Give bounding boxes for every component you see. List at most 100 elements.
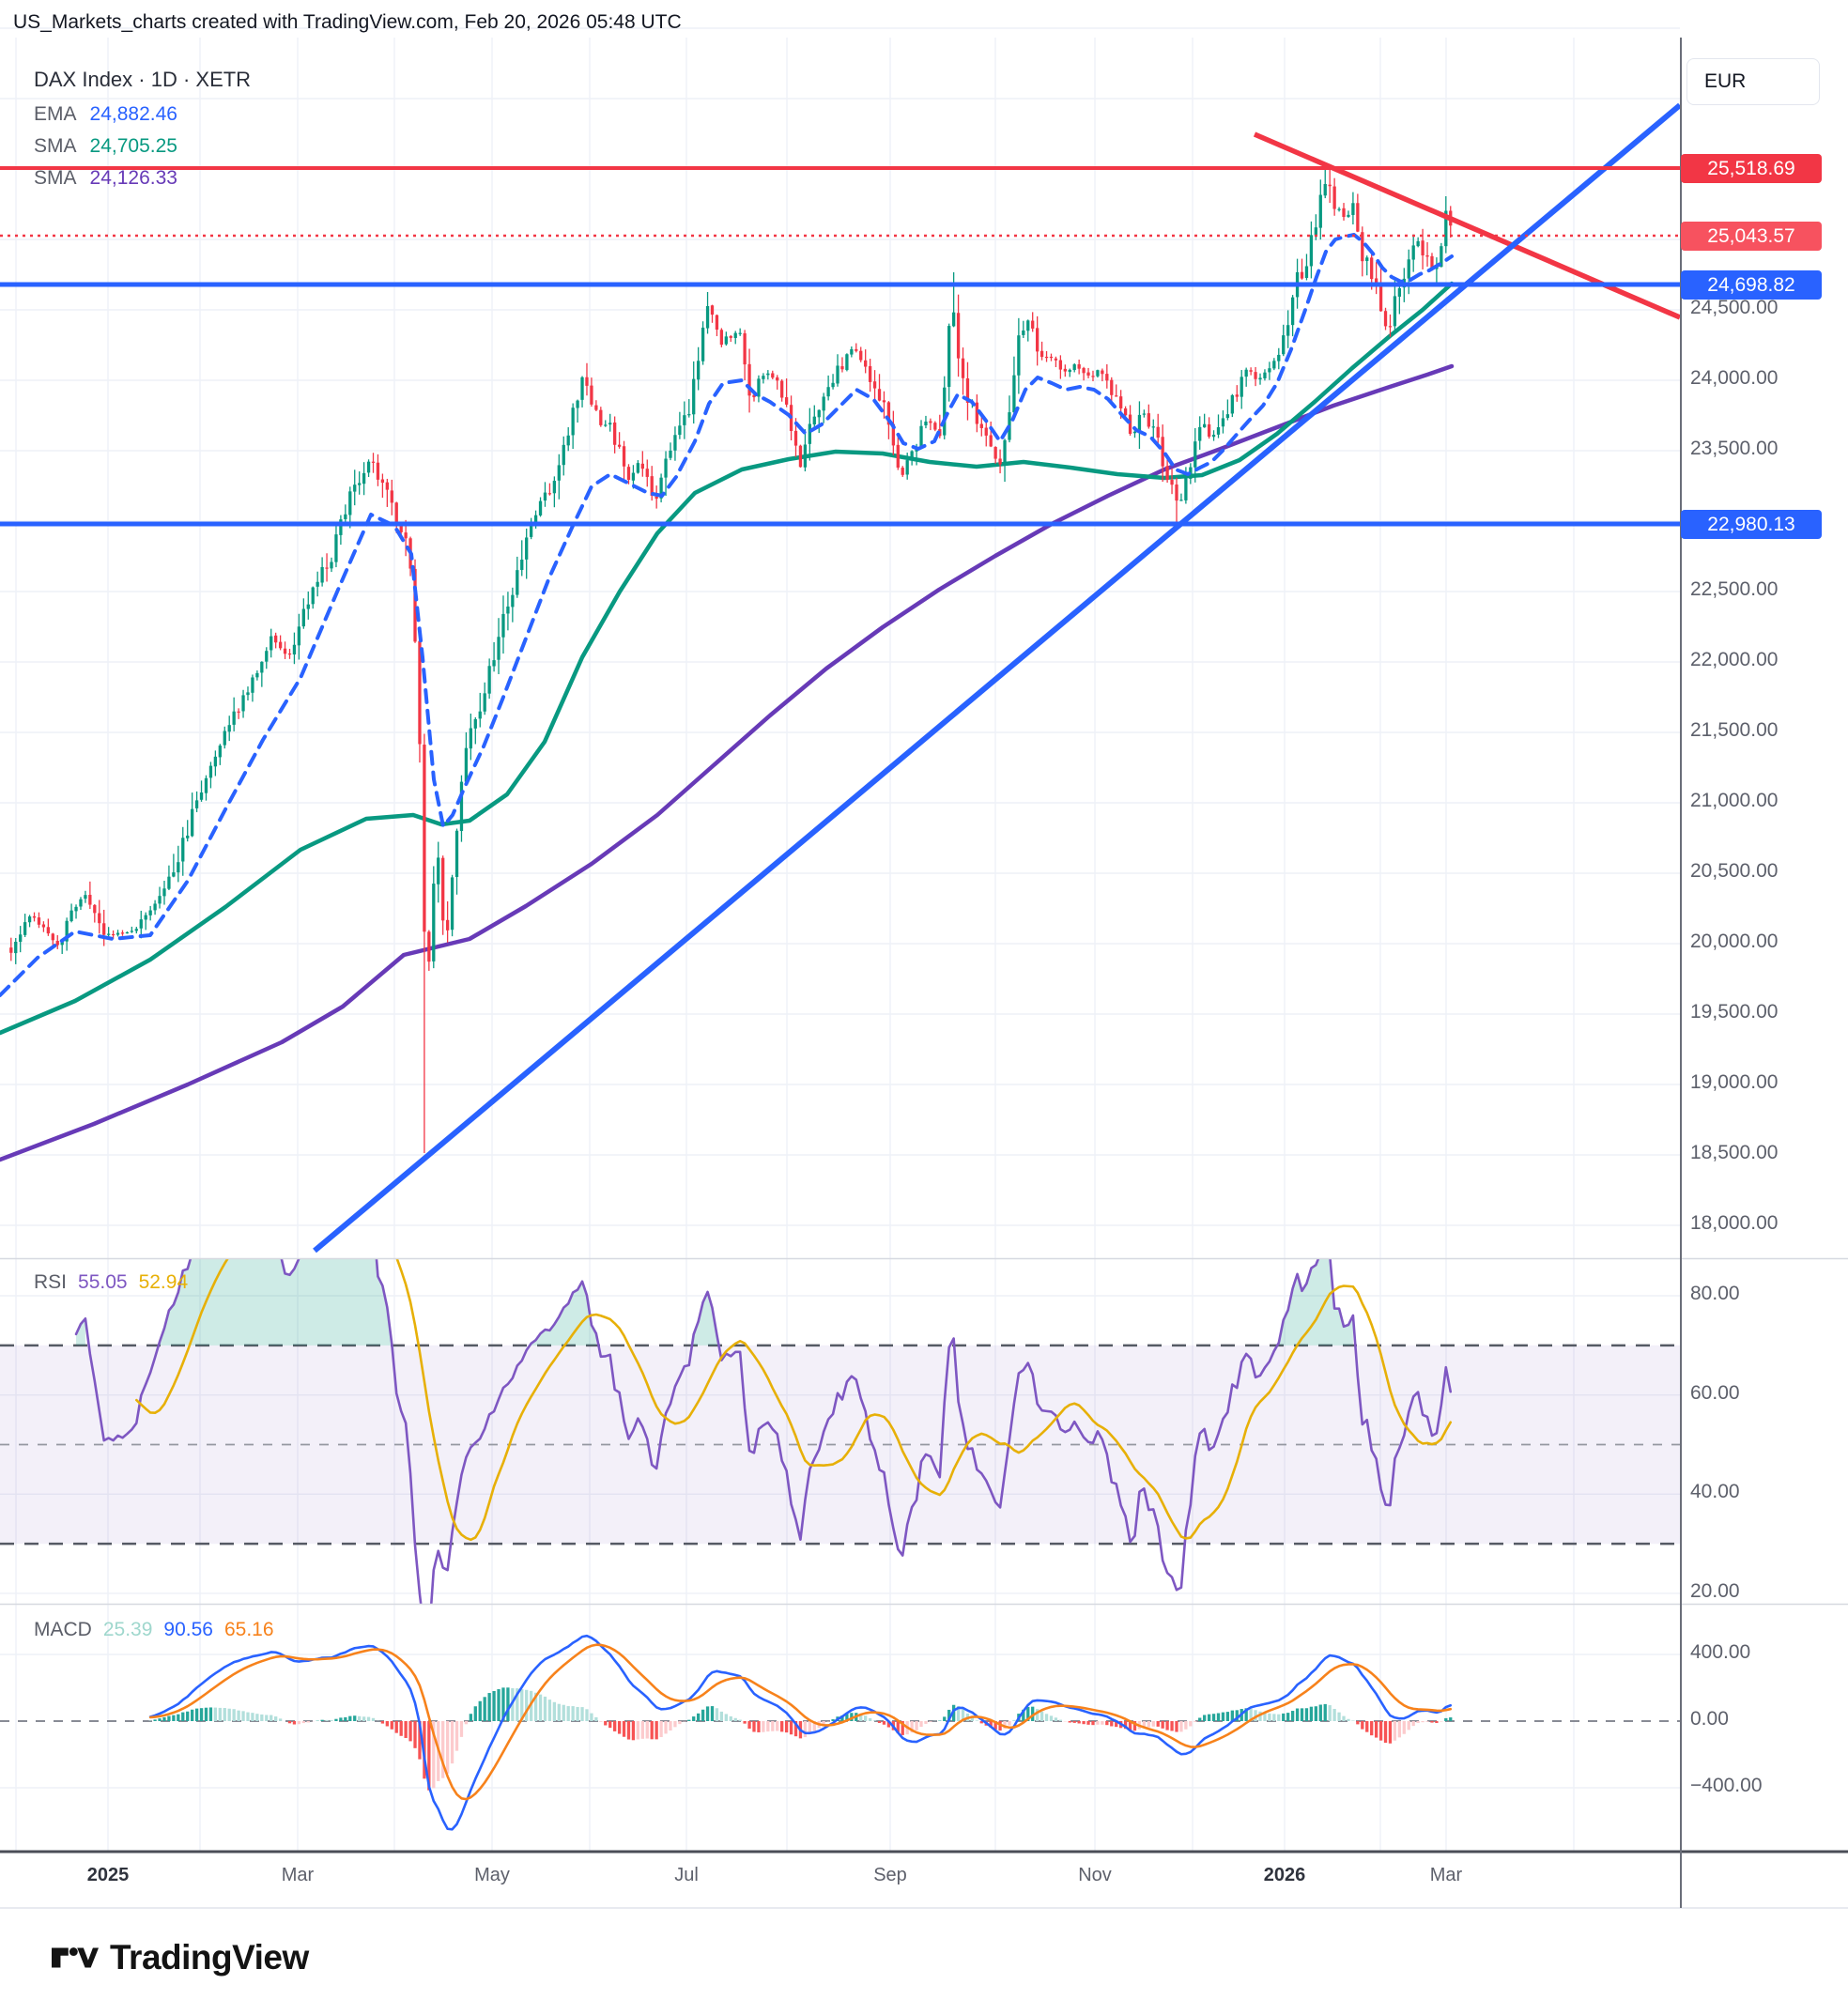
rsi-ma-value: 52.94 (138, 1271, 189, 1293)
candle (580, 377, 584, 400)
candle (803, 444, 808, 468)
macd-hist-bar (594, 1716, 598, 1721)
macd-hist-bar (181, 1712, 185, 1721)
candle (626, 467, 631, 481)
tradingview-watermark[interactable]: TradingView (52, 1936, 309, 1979)
candle (55, 941, 59, 946)
macd-hist-bar (186, 1711, 190, 1721)
macd-hist-bar (943, 1716, 947, 1721)
candle (896, 444, 900, 468)
macd-hist-bar (516, 1688, 519, 1721)
candle (543, 492, 547, 501)
macd-hist-bar (845, 1714, 849, 1721)
candle (1440, 246, 1443, 268)
macd-hist-bar (237, 1710, 240, 1721)
macd-hist-bar (1221, 1712, 1225, 1721)
candle (366, 461, 371, 473)
candle (181, 838, 185, 862)
macd-tick-label: 400.00 (1690, 1641, 1751, 1663)
candle (1031, 320, 1035, 329)
macd-hist-bar (297, 1721, 301, 1725)
macd-hist-bar (882, 1721, 886, 1725)
main-legend: DAX Index · 1D · XETR EMA 24,882.46 SMA 24… (34, 68, 251, 190)
candle (1142, 413, 1147, 415)
macd-hist-bar (223, 1708, 226, 1721)
candle (576, 400, 579, 408)
macd-hist-bar (394, 1721, 398, 1733)
candle (877, 389, 882, 401)
candle (93, 904, 97, 914)
macd-hist-bar (1105, 1721, 1109, 1726)
macd-hist-bar (762, 1721, 765, 1732)
macd-hist-bar (1351, 1720, 1355, 1721)
candle (172, 872, 176, 877)
ema-label: EMA (34, 103, 77, 125)
candle (487, 666, 491, 694)
candle (1161, 437, 1164, 467)
macd-hist-bar (390, 1721, 393, 1730)
macd-hist-bar (831, 1719, 835, 1721)
candle (1416, 240, 1420, 247)
macd-hist-bar (692, 1716, 696, 1721)
candle (153, 903, 157, 911)
price-tick-label: 22,500.00 (1690, 578, 1779, 600)
candle (450, 877, 454, 931)
candle (1170, 479, 1174, 485)
macd-hist-bar (366, 1716, 371, 1721)
macd-hist-bar (1430, 1721, 1434, 1723)
macd-signal-value: 65.16 (223, 1619, 274, 1640)
candle (1263, 372, 1267, 378)
candle (390, 490, 393, 503)
macd-hist-bar (1258, 1711, 1262, 1721)
candle (1017, 335, 1021, 376)
candle (533, 515, 538, 523)
candle (251, 677, 254, 693)
macd-hist-bar (808, 1721, 811, 1734)
rsi-overbought-fill (531, 1281, 596, 1346)
macd-hist-bar (1086, 1721, 1090, 1725)
candle (743, 332, 747, 365)
macd-hist-bar (260, 1714, 264, 1721)
macd-hist-bar (919, 1721, 923, 1728)
candle (1147, 413, 1150, 427)
macd-hist-bar (478, 1700, 482, 1721)
macd-hist-bar (784, 1721, 789, 1733)
macd-hist-bar (864, 1715, 868, 1721)
macd-hist-bar (162, 1716, 166, 1721)
candle (529, 522, 533, 537)
macd-hist-bar (506, 1687, 510, 1721)
macd-hist-bar (538, 1694, 543, 1721)
macd-hist-bar (868, 1717, 872, 1721)
price-tick-label: 22,000.00 (1690, 649, 1779, 670)
candle (473, 718, 477, 729)
candle (673, 435, 677, 451)
candle (650, 476, 654, 496)
price-tick-label: 21,000.00 (1690, 790, 1779, 811)
candle (1022, 331, 1025, 335)
ema-value: 24,882.46 (89, 103, 177, 125)
candle (492, 660, 496, 667)
macd-hist-bar (585, 1709, 589, 1721)
symbol-title[interactable]: DAX Index · 1D · XETR (34, 68, 252, 91)
macd-hist-bar (274, 1716, 278, 1721)
candle (501, 613, 505, 638)
price-tick-label: 19,000.00 (1690, 1071, 1779, 1093)
candle (538, 500, 543, 515)
candle (552, 481, 557, 494)
macd-hist-bar (1072, 1721, 1076, 1723)
macd-hist-bar (1244, 1708, 1248, 1721)
candle (1244, 369, 1248, 377)
candle (320, 566, 324, 583)
macd-hist-bar (1318, 1704, 1322, 1721)
rsi-pane (74, 1259, 1453, 1604)
candle (437, 857, 440, 884)
macd-hist-bar (1175, 1721, 1178, 1732)
macd-hist-bar (1356, 1721, 1360, 1725)
macd-hist-bar (724, 1714, 728, 1721)
candle (929, 421, 932, 423)
candle (1086, 372, 1090, 376)
macd-hist-bar (669, 1721, 672, 1731)
macd-hist-bar (399, 1721, 403, 1736)
currency-selector[interactable]: EUR (1686, 58, 1820, 105)
